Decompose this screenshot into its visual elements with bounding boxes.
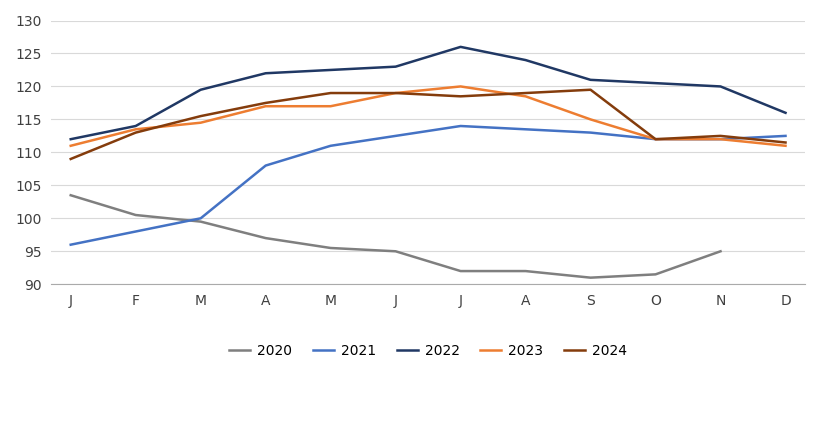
2021: [260, 163, 270, 168]
2023: [649, 137, 659, 142]
2024: [649, 137, 659, 142]
2024: [520, 90, 530, 95]
2023: [390, 90, 400, 95]
2021: [649, 137, 659, 142]
2021: [715, 137, 725, 142]
2023: [66, 143, 75, 148]
2020: [649, 272, 659, 277]
2020: [715, 249, 725, 254]
2021: [455, 123, 465, 128]
2022: [196, 87, 206, 92]
2024: [715, 134, 725, 139]
2022: [66, 137, 75, 142]
2021: [130, 229, 140, 234]
2024: [66, 156, 75, 162]
2020: [455, 268, 465, 273]
2020: [520, 268, 530, 273]
2022: [520, 58, 530, 63]
Line: 2021: 2021: [70, 126, 785, 245]
2020: [66, 192, 75, 198]
2023: [130, 127, 140, 132]
2023: [455, 84, 465, 89]
2021: [66, 242, 75, 247]
2020: [196, 219, 206, 224]
2022: [325, 67, 335, 73]
Line: 2022: 2022: [70, 47, 785, 139]
2023: [585, 117, 595, 122]
2024: [390, 90, 400, 95]
Line: 2023: 2023: [70, 86, 785, 146]
2021: [585, 130, 595, 135]
2023: [260, 104, 270, 109]
2024: [455, 94, 465, 99]
2022: [649, 81, 659, 86]
2020: [325, 245, 335, 251]
2023: [520, 94, 530, 99]
2020: [585, 275, 595, 280]
2023: [715, 137, 725, 142]
2022: [390, 64, 400, 69]
2024: [196, 114, 206, 119]
Line: 2020: 2020: [70, 195, 720, 278]
2024: [260, 100, 270, 106]
2024: [585, 87, 595, 92]
2020: [130, 212, 140, 218]
2021: [520, 127, 530, 132]
2024: [780, 140, 790, 145]
2021: [196, 216, 206, 221]
2022: [260, 71, 270, 76]
2021: [325, 143, 335, 148]
2022: [715, 84, 725, 89]
2022: [130, 123, 140, 128]
2023: [325, 104, 335, 109]
2024: [130, 130, 140, 135]
2020: [390, 249, 400, 254]
Legend: 2020, 2021, 2022, 2023, 2024: 2020, 2021, 2022, 2023, 2024: [224, 339, 631, 364]
2023: [196, 120, 206, 125]
2022: [780, 110, 790, 115]
2021: [390, 134, 400, 139]
2020: [260, 236, 270, 241]
2022: [455, 45, 465, 50]
Line: 2024: 2024: [70, 90, 785, 159]
2022: [585, 77, 595, 82]
2021: [780, 134, 790, 139]
2024: [325, 90, 335, 95]
2023: [780, 143, 790, 148]
